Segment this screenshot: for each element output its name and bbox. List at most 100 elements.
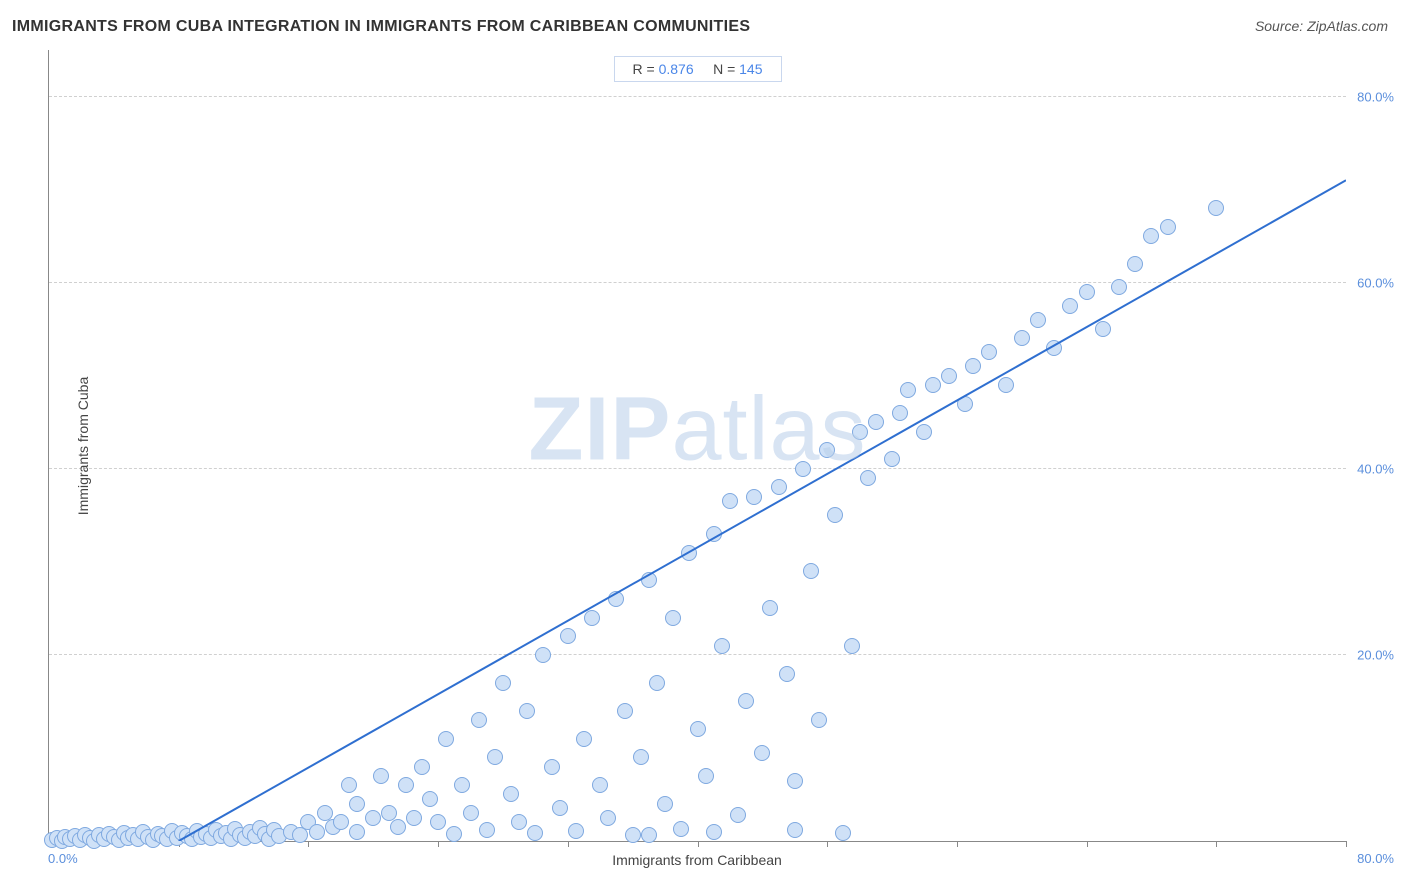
watermark-light: atlas <box>671 379 866 479</box>
scatter-point <box>365 810 381 826</box>
scatter-point <box>714 638 730 654</box>
scatter-point <box>916 424 932 440</box>
grid-line <box>49 468 1346 469</box>
scatter-point <box>398 777 414 793</box>
grid-line <box>49 654 1346 655</box>
scatter-point <box>738 693 754 709</box>
scatter-point <box>373 768 389 784</box>
scatter-point <box>722 493 738 509</box>
watermark-bold: ZIP <box>528 379 671 479</box>
scatter-point <box>471 712 487 728</box>
scatter-point <box>535 647 551 663</box>
scatter-point <box>811 712 827 728</box>
grid-line <box>49 282 1346 283</box>
scatter-point <box>900 382 916 398</box>
scatter-point <box>795 461 811 477</box>
scatter-point <box>754 745 770 761</box>
y-axis-label: Immigrants from Cuba <box>75 377 91 515</box>
scatter-point <box>446 826 462 842</box>
scatter-point <box>390 819 406 835</box>
page-title: IMMIGRANTS FROM CUBA INTEGRATION IN IMMI… <box>12 18 750 36</box>
scatter-point <box>617 703 633 719</box>
scatter-point <box>787 773 803 789</box>
scatter-point <box>592 777 608 793</box>
scatter-point <box>860 470 876 486</box>
x-tick <box>698 841 699 847</box>
y-tick-label: 40.0% <box>1357 461 1394 476</box>
n-value: 145 <box>739 61 762 77</box>
scatter-point <box>1160 219 1176 235</box>
n-label: N = <box>713 61 739 77</box>
scatter-point <box>519 703 535 719</box>
scatter-point <box>827 507 843 523</box>
scatter-point <box>941 368 957 384</box>
scatter-point <box>503 786 519 802</box>
scatter-point <box>852 424 868 440</box>
plot-area: 20.0%40.0%60.0%80.0% ZIPatlas R = 0.876 … <box>48 50 1346 842</box>
stats-box: R = 0.876 N = 145 <box>613 56 781 82</box>
scatter-point <box>649 675 665 691</box>
scatter-point <box>892 405 908 421</box>
x-axis-label: Immigrants from Caribbean <box>612 852 782 868</box>
scatter-point <box>454 777 470 793</box>
scatter-point <box>633 749 649 765</box>
scatter-point <box>1143 228 1159 244</box>
scatter-point <box>730 807 746 823</box>
r-value: 0.876 <box>659 61 694 77</box>
scatter-point <box>495 675 511 691</box>
scatter-point <box>835 825 851 841</box>
scatter-point <box>1062 298 1078 314</box>
scatter-point <box>690 721 706 737</box>
scatter-point <box>665 610 681 626</box>
scatter-point <box>819 442 835 458</box>
scatter-plot: 20.0%40.0%60.0%80.0% ZIPatlas R = 0.876 … <box>48 50 1346 842</box>
scatter-point <box>600 810 616 826</box>
scatter-point <box>333 814 349 830</box>
scatter-point <box>981 344 997 360</box>
scatter-point <box>779 666 795 682</box>
scatter-point <box>1095 321 1111 337</box>
scatter-point <box>309 824 325 840</box>
scatter-point <box>576 731 592 747</box>
scatter-point <box>608 591 624 607</box>
scatter-point <box>787 822 803 838</box>
scatter-point <box>1079 284 1095 300</box>
scatter-point <box>568 823 584 839</box>
scatter-point <box>925 377 941 393</box>
scatter-point <box>641 827 657 843</box>
scatter-point <box>463 805 479 821</box>
x-tick <box>957 841 958 847</box>
scatter-point <box>341 777 357 793</box>
scatter-point <box>673 821 689 837</box>
x-axis-max-label: 80.0% <box>1357 851 1394 866</box>
source-label: Source: ZipAtlas.com <box>1255 18 1388 34</box>
source-value: ZipAtlas.com <box>1307 18 1388 34</box>
scatter-point <box>544 759 560 775</box>
x-tick <box>827 841 828 847</box>
scatter-point <box>625 827 641 843</box>
scatter-point <box>706 526 722 542</box>
scatter-point <box>844 638 860 654</box>
scatter-point <box>560 628 576 644</box>
x-axis-min-label: 0.0% <box>48 851 78 866</box>
y-tick-label: 20.0% <box>1357 647 1394 662</box>
scatter-point <box>1030 312 1046 328</box>
scatter-point <box>511 814 527 830</box>
y-tick-label: 60.0% <box>1357 275 1394 290</box>
scatter-point <box>1208 200 1224 216</box>
x-tick <box>1216 841 1217 847</box>
scatter-point <box>527 825 543 841</box>
scatter-point <box>584 610 600 626</box>
scatter-point <box>957 396 973 412</box>
x-tick <box>438 841 439 847</box>
scatter-point <box>998 377 1014 393</box>
scatter-point <box>965 358 981 374</box>
scatter-point <box>771 479 787 495</box>
grid-line <box>49 96 1346 97</box>
scatter-point <box>1111 279 1127 295</box>
scatter-point <box>552 800 568 816</box>
watermark: ZIPatlas <box>528 378 866 481</box>
scatter-point <box>479 822 495 838</box>
scatter-point <box>414 759 430 775</box>
scatter-point <box>1046 340 1062 356</box>
